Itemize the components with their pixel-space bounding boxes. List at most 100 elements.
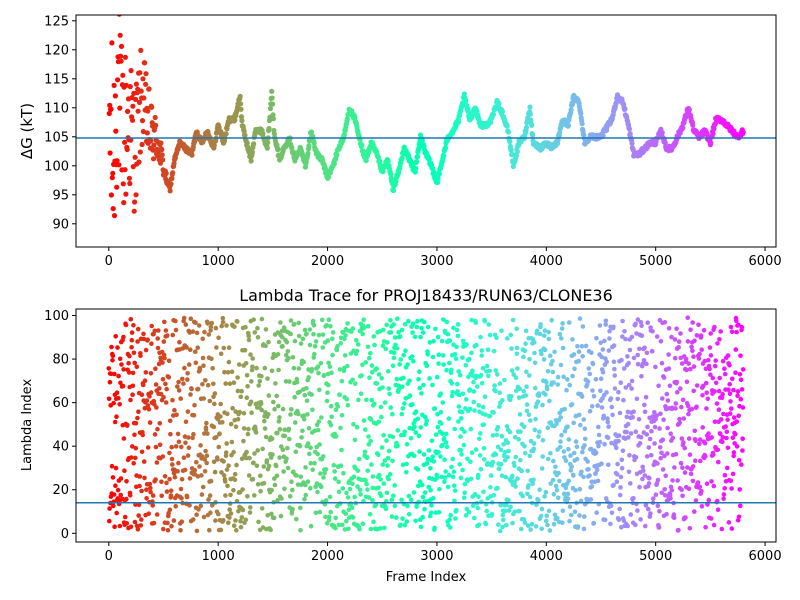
lambda-point bbox=[478, 466, 484, 472]
lambda-point bbox=[489, 512, 495, 517]
lambda-point bbox=[738, 503, 743, 509]
lambda-point bbox=[617, 506, 622, 512]
delta-g-point bbox=[270, 112, 276, 118]
delta-g-point bbox=[435, 179, 441, 186]
lambda-point bbox=[555, 515, 560, 521]
lambda-point bbox=[704, 406, 709, 411]
lambda-point bbox=[304, 331, 309, 337]
lambda-point bbox=[149, 323, 154, 329]
lambda-point bbox=[173, 318, 178, 324]
delta-g-point bbox=[117, 32, 123, 38]
lambda-point bbox=[694, 404, 699, 410]
delta-g-point bbox=[238, 106, 244, 112]
lambda-point bbox=[585, 379, 591, 384]
lambda-point bbox=[524, 384, 529, 390]
lambda-point bbox=[268, 527, 273, 533]
lambda-point bbox=[362, 449, 368, 455]
lambda-point bbox=[401, 375, 406, 381]
lambda-point bbox=[448, 512, 454, 518]
lambda-point bbox=[524, 408, 530, 414]
lambda-point bbox=[405, 362, 410, 367]
lambda-point bbox=[299, 435, 304, 440]
lambda-point bbox=[107, 518, 112, 524]
delta-g-y-tick-label: 125 bbox=[44, 14, 69, 29]
lambda-point bbox=[512, 434, 518, 440]
lambda-point bbox=[388, 405, 394, 410]
lambda-point bbox=[596, 432, 602, 438]
lambda-point bbox=[478, 431, 483, 436]
lambda-point bbox=[694, 383, 700, 388]
lambda-point bbox=[459, 426, 465, 432]
lambda-point bbox=[342, 353, 348, 358]
lambda-point bbox=[664, 391, 670, 397]
lambda-point bbox=[148, 390, 154, 395]
delta-g-point bbox=[578, 110, 584, 117]
lambda-point bbox=[581, 417, 586, 422]
lambda-point bbox=[404, 470, 409, 475]
lambda-point bbox=[127, 493, 133, 498]
lambda-point bbox=[461, 442, 467, 448]
delta-g-point bbox=[148, 138, 154, 144]
lambda-point bbox=[356, 397, 361, 403]
lambda-point bbox=[648, 511, 653, 516]
lambda-point bbox=[196, 507, 201, 512]
lambda-point bbox=[547, 353, 553, 359]
lambda-point bbox=[455, 381, 460, 387]
lambda-point bbox=[292, 394, 298, 400]
lambda-point bbox=[129, 345, 134, 350]
lambda-point bbox=[201, 396, 206, 401]
lambda-point bbox=[178, 486, 184, 492]
lambda-point bbox=[121, 367, 126, 372]
lambda-point bbox=[142, 406, 148, 411]
lambda-point bbox=[413, 430, 419, 435]
lambda-point bbox=[303, 465, 308, 470]
lambda-point bbox=[168, 488, 174, 494]
lambda-point bbox=[498, 462, 504, 467]
lambda-point bbox=[500, 524, 505, 530]
lambda-point bbox=[167, 450, 172, 456]
lambda-point bbox=[660, 437, 666, 443]
lambda-point bbox=[637, 441, 643, 446]
lambda-point bbox=[164, 480, 169, 486]
lambda-point bbox=[218, 527, 224, 533]
lambda-point bbox=[512, 463, 517, 469]
lambda-point bbox=[557, 478, 562, 484]
lambda-point bbox=[302, 496, 307, 502]
lambda-point bbox=[395, 443, 400, 449]
lambda-point bbox=[566, 437, 572, 442]
lambda-point bbox=[357, 527, 362, 532]
lambda-point bbox=[251, 460, 256, 466]
lambda-point bbox=[494, 335, 499, 341]
lambda-point bbox=[514, 388, 519, 394]
lambda-point bbox=[109, 344, 114, 350]
delta-g-point bbox=[127, 180, 133, 187]
lambda-point bbox=[727, 381, 732, 387]
lambda-point bbox=[290, 506, 295, 512]
lambda-point bbox=[644, 350, 650, 356]
lambda-y-tick-label: 20 bbox=[52, 483, 69, 498]
delta-g-point bbox=[143, 81, 149, 87]
lambda-point bbox=[537, 429, 542, 435]
lambda-point bbox=[607, 336, 612, 341]
lambda-point bbox=[317, 387, 322, 393]
lambda-x-tick-label: 1000 bbox=[202, 549, 235, 564]
lambda-point bbox=[226, 463, 231, 469]
lambda-point bbox=[358, 391, 364, 397]
lambda-point bbox=[504, 502, 509, 508]
lambda-point bbox=[617, 492, 623, 498]
lambda-point bbox=[739, 462, 744, 467]
lambda-y-tick-label: 100 bbox=[44, 309, 69, 324]
lambda-point bbox=[287, 494, 293, 499]
delta-g-point bbox=[118, 53, 124, 59]
lambda-point bbox=[118, 380, 123, 386]
lambda-point bbox=[591, 394, 597, 399]
lambda-point bbox=[717, 375, 722, 381]
lambda-point bbox=[455, 333, 461, 339]
delta-g-point bbox=[249, 149, 255, 155]
lambda-point bbox=[639, 333, 645, 339]
lambda-point bbox=[690, 478, 696, 484]
lambda-point bbox=[301, 359, 307, 365]
lambda-point bbox=[360, 331, 366, 337]
lambda-point bbox=[110, 353, 116, 359]
